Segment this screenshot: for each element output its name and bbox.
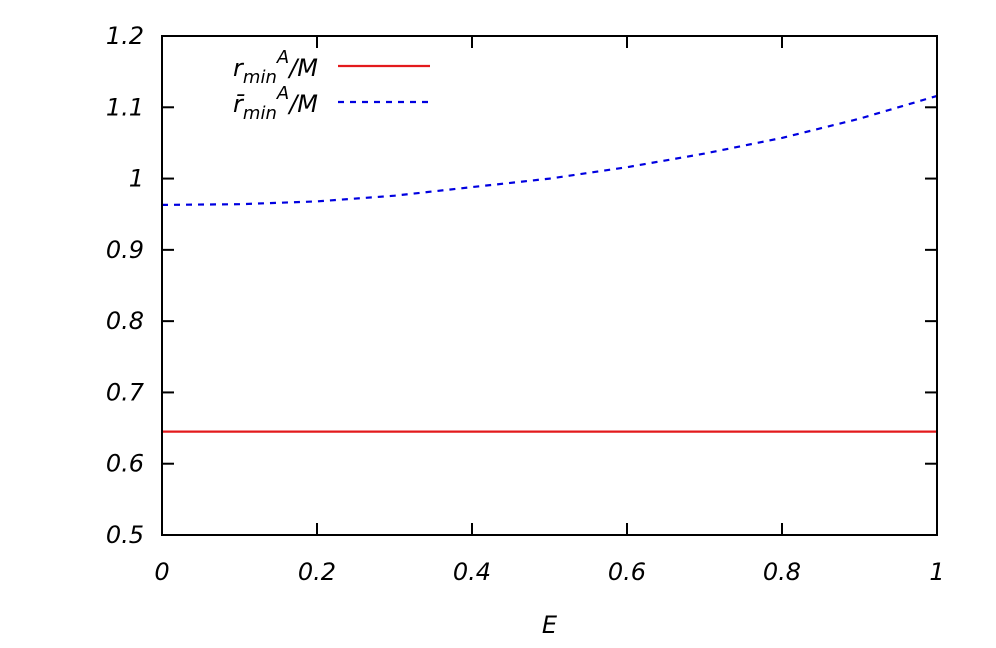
series-line-2 xyxy=(161,94,938,206)
x-tick-label: 1 xyxy=(929,558,944,586)
x-tick-label: 0.8 xyxy=(763,558,801,586)
legend-label-1: rminA/M xyxy=(233,47,318,88)
y-tick-label: 1.2 xyxy=(106,22,144,50)
y-tick-label: 0.7 xyxy=(106,378,145,406)
x-tick-label: 0 xyxy=(154,558,169,586)
series-layer xyxy=(161,94,938,433)
legend-label-2: r̄minA/M xyxy=(233,83,318,124)
ticks-layer xyxy=(162,36,937,535)
legend: rminA/Mr̄minA/M xyxy=(233,47,430,124)
y-tick-label: 1 xyxy=(129,165,144,193)
y-tick-label: 0.8 xyxy=(106,307,144,335)
x-tick-label: 0.6 xyxy=(608,558,646,586)
plot-frame xyxy=(161,35,938,536)
x-axis-label: E xyxy=(542,611,558,639)
x-tick-label: 0.2 xyxy=(298,558,336,586)
y-tick-label: 0.9 xyxy=(106,236,144,264)
y-tick-label: 0.6 xyxy=(106,450,144,478)
x-tick-label: 0.4 xyxy=(453,558,491,586)
y-tick-label: 1.1 xyxy=(106,93,144,121)
tick-labels: 0 0.2 0.4 0.6 0.8 1 0.5 0.6 0.7 0.8 0.9 1 1.1 1.2 xyxy=(106,22,945,586)
y-tick-label: 0.5 xyxy=(106,521,144,549)
